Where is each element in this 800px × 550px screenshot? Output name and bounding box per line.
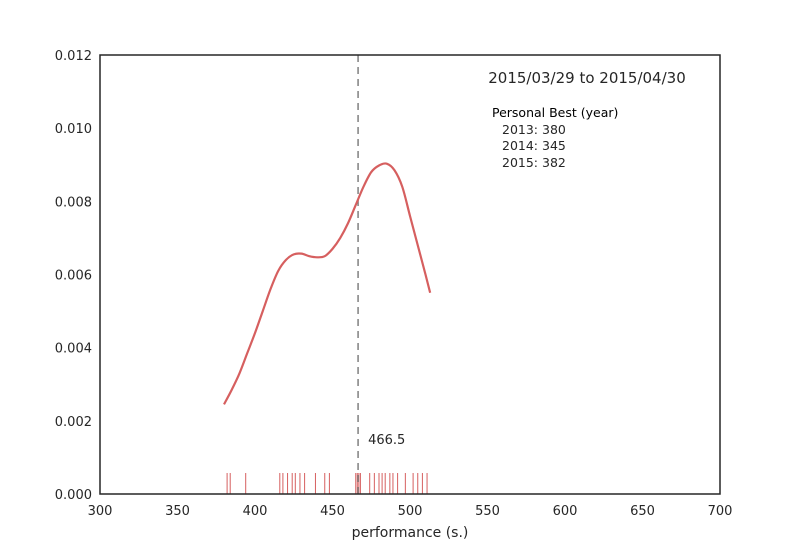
personal-best-header: Personal Best (year) <box>492 105 618 120</box>
y-tick-label: 0.008 <box>55 195 92 210</box>
x-tick-label: 300 <box>88 504 113 519</box>
y-tick-label: 0.010 <box>55 122 92 137</box>
x-tick-label: 450 <box>320 504 345 519</box>
x-axis-ticks: 300 350 400 450 500 550 600 650 700 <box>88 504 733 519</box>
y-tick-label: 0.000 <box>55 488 92 503</box>
y-axis-ticks: 0.000 0.002 0.004 0.006 0.008 0.010 0.012 <box>55 49 92 503</box>
x-tick-label: 350 <box>165 504 190 519</box>
mean-value-label: 466.5 <box>368 433 405 448</box>
x-tick-label: 550 <box>475 504 500 519</box>
x-tick-label: 600 <box>553 504 578 519</box>
x-axis-label: performance (s.) <box>352 525 469 541</box>
plot-frame <box>99 54 721 495</box>
x-tick-label: 650 <box>630 504 655 519</box>
x-tick-label: 500 <box>398 504 423 519</box>
x-tick-label: 700 <box>708 504 733 519</box>
chart-title: 2015/03/29 to 2015/04/30 <box>488 69 686 87</box>
y-tick-label: 0.002 <box>55 415 92 430</box>
rug-marks <box>226 473 428 494</box>
personal-best-annotation: Personal Best (year) 2013: 380 2014: 345… <box>492 105 618 170</box>
density-curve <box>223 162 432 405</box>
personal-best-entry: 2015: 382 <box>502 155 566 170</box>
y-tick-label: 0.004 <box>55 342 92 357</box>
personal-best-entry: 2013: 380 <box>502 122 566 137</box>
y-tick-label: 0.006 <box>55 269 92 284</box>
x-tick-label: 400 <box>243 504 268 519</box>
y-tick-label: 0.012 <box>55 49 92 64</box>
personal-best-entry: 2014: 345 <box>502 138 566 153</box>
